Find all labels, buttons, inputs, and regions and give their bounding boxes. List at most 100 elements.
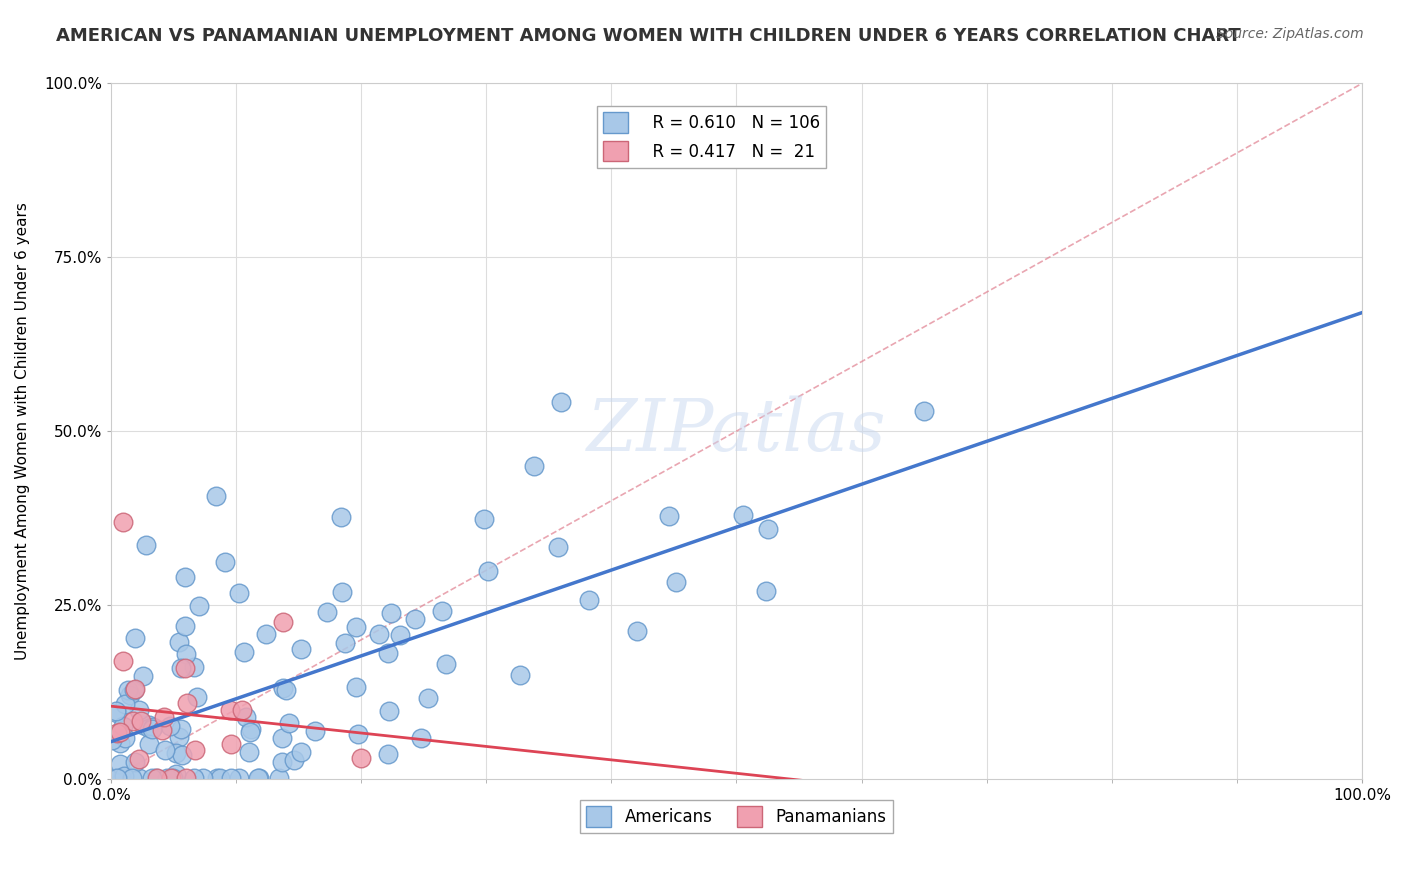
Point — [416, 690, 439, 705]
Point — [283, 753, 305, 767]
Point — [132, 669, 155, 683]
Point — [330, 584, 353, 599]
Point — [120, 688, 142, 702]
Point — [472, 512, 495, 526]
Point — [239, 722, 262, 736]
Point — [128, 752, 150, 766]
Point — [138, 737, 160, 751]
Point — [409, 731, 432, 746]
Point — [238, 745, 260, 759]
Point — [208, 771, 231, 785]
Point — [173, 619, 195, 633]
Point — [377, 646, 399, 660]
Point — [316, 606, 339, 620]
Point — [578, 593, 600, 607]
Point — [165, 746, 187, 760]
Point — [132, 718, 155, 732]
Point — [153, 742, 176, 756]
Point — [122, 683, 145, 698]
Point — [184, 743, 207, 757]
Point — [239, 724, 262, 739]
Point — [170, 748, 193, 763]
Point — [270, 755, 292, 769]
Point — [665, 575, 688, 590]
Point — [121, 714, 143, 728]
Point — [159, 719, 181, 733]
Point — [522, 459, 544, 474]
Point — [344, 680, 367, 694]
Point — [131, 714, 153, 729]
Point — [141, 771, 163, 785]
Point — [233, 645, 256, 659]
Point — [121, 771, 143, 785]
Point — [235, 710, 257, 724]
Point — [112, 515, 135, 529]
Point — [193, 771, 215, 785]
Point — [105, 725, 128, 739]
Point — [380, 607, 402, 621]
Point — [214, 555, 236, 569]
Point — [167, 635, 190, 649]
Point — [304, 723, 326, 738]
Point — [377, 747, 399, 761]
Point — [733, 508, 755, 522]
Point — [138, 721, 160, 735]
Point — [205, 771, 228, 785]
Point — [174, 771, 197, 785]
Point — [176, 648, 198, 662]
Point — [550, 395, 572, 409]
Point — [150, 723, 173, 737]
Point — [219, 703, 242, 717]
Point — [128, 703, 150, 717]
Point — [101, 733, 124, 747]
Point — [271, 731, 294, 746]
Point — [145, 771, 167, 785]
Point — [344, 620, 367, 634]
Point — [124, 755, 146, 769]
Point — [176, 696, 198, 710]
Point — [183, 771, 205, 785]
Point — [170, 722, 193, 736]
Point — [186, 690, 208, 704]
Point — [430, 604, 453, 618]
Point — [112, 718, 135, 732]
Point — [156, 771, 179, 785]
Point — [104, 771, 127, 785]
Point — [174, 661, 197, 675]
Point — [388, 628, 411, 642]
Point — [112, 769, 135, 783]
Point — [165, 767, 187, 781]
Point — [114, 698, 136, 712]
Point — [170, 661, 193, 675]
Point — [173, 570, 195, 584]
Point — [108, 735, 131, 749]
Point — [231, 703, 253, 717]
Point — [108, 756, 131, 771]
Point — [141, 722, 163, 736]
Point — [188, 599, 211, 614]
Point — [152, 709, 174, 723]
Point — [277, 715, 299, 730]
Point — [350, 751, 373, 765]
Point — [228, 585, 250, 599]
Point — [758, 522, 780, 536]
Y-axis label: Unemployment Among Women with Children Under 6 years: Unemployment Among Women with Children U… — [15, 202, 30, 660]
Legend: Americans, Panamanians: Americans, Panamanians — [579, 799, 893, 833]
Point — [159, 771, 181, 785]
Point — [135, 538, 157, 552]
Point — [290, 745, 312, 759]
Point — [219, 771, 242, 785]
Point — [105, 771, 128, 785]
Point — [111, 654, 134, 668]
Point — [219, 738, 242, 752]
Point — [183, 659, 205, 673]
Point — [269, 771, 291, 785]
Point — [247, 771, 270, 785]
Point — [204, 489, 226, 503]
Point — [547, 540, 569, 554]
Point — [912, 403, 935, 417]
Point — [254, 627, 277, 641]
Point — [117, 683, 139, 698]
Point — [142, 720, 165, 734]
Point — [124, 681, 146, 696]
